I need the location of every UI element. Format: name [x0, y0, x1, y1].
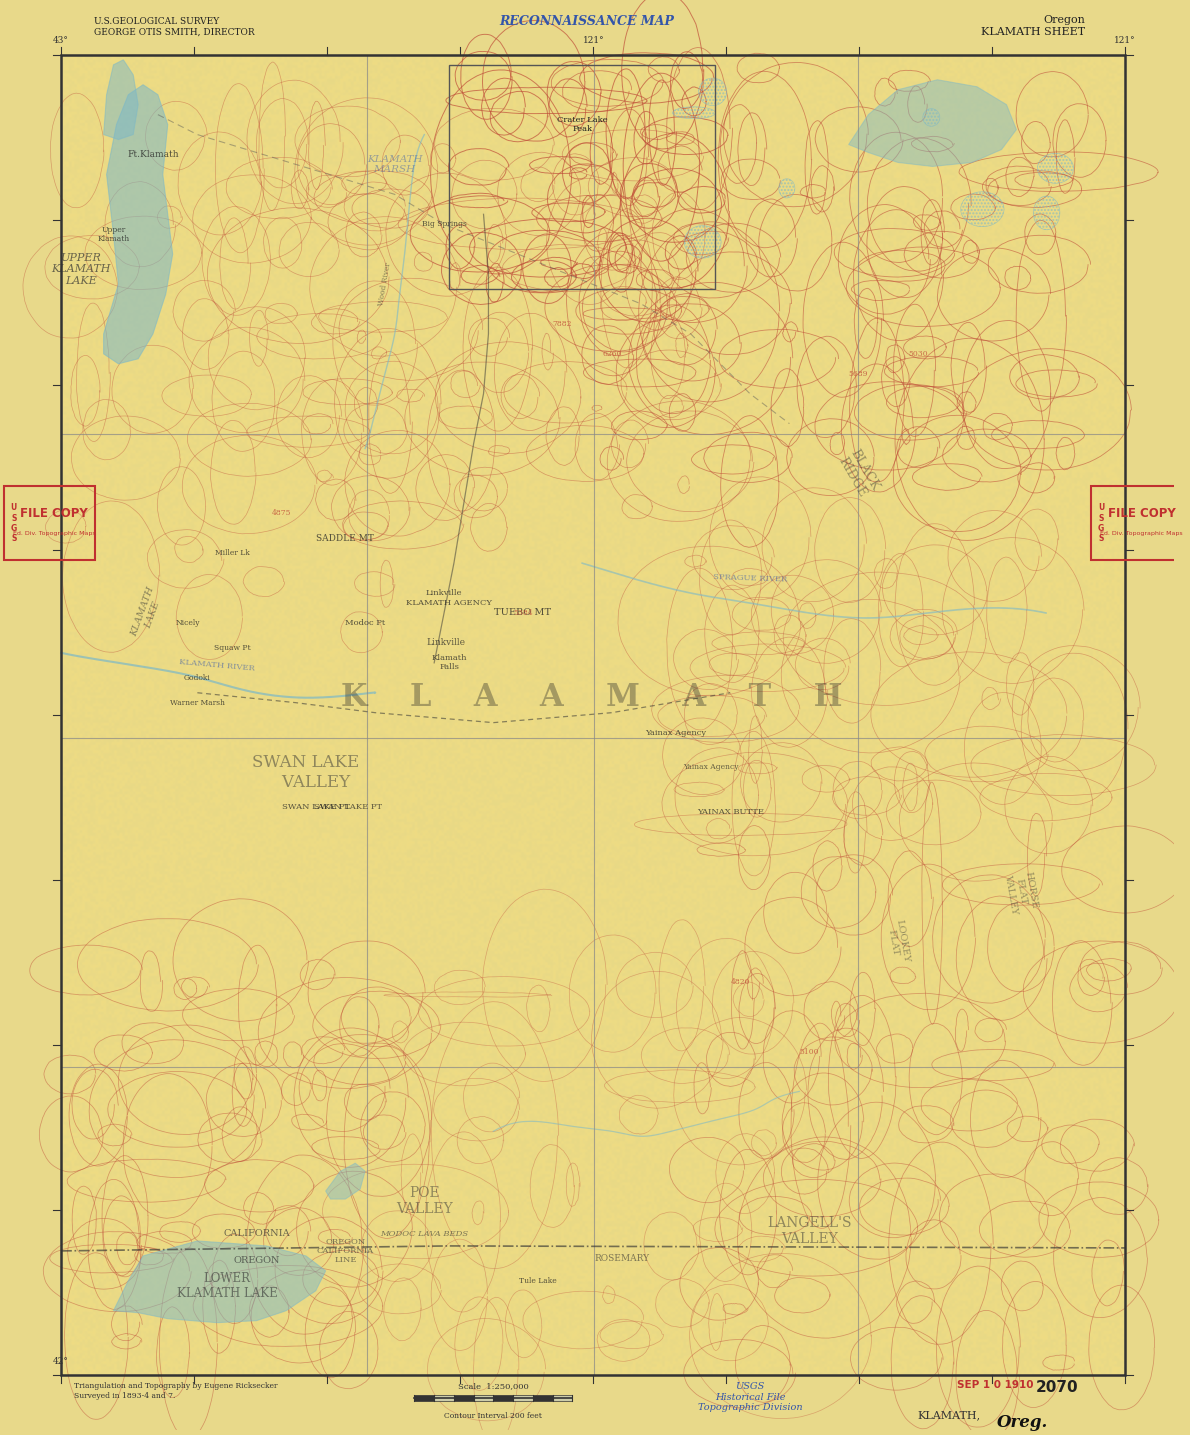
Text: K    L    A    A    M    A    T    H: K L A A M A T H — [342, 682, 843, 713]
Text: Crater Lake
Peak: Crater Lake Peak — [557, 116, 608, 133]
Bar — [474, 1395, 494, 1402]
Text: LOOKEY
FLAT: LOOKEY FLAT — [884, 918, 912, 964]
Text: KLAMATH RIVER: KLAMATH RIVER — [178, 657, 255, 672]
Bar — [513, 1395, 533, 1402]
Text: Upper
Klamath: Upper Klamath — [98, 225, 130, 243]
Text: Oregon
KLAMATH SHEET: Oregon KLAMATH SHEET — [982, 14, 1085, 36]
Bar — [494, 1395, 513, 1402]
Text: KLAMATH,: KLAMATH, — [917, 1411, 981, 1421]
Text: RECONNAISSANCE MAP: RECONNAISSANCE MAP — [500, 14, 675, 27]
Text: MODOC LAVA BEDS: MODOC LAVA BEDS — [381, 1230, 469, 1238]
Text: POE
VALLEY: POE VALLEY — [396, 1185, 452, 1217]
Text: SWAN LAKE
    VALLEY: SWAN LAKE VALLEY — [252, 755, 359, 791]
Text: 5689: 5689 — [848, 370, 869, 377]
Text: Godoki: Godoki — [184, 674, 211, 682]
Text: Squaw Pt: Squaw Pt — [213, 644, 250, 651]
Polygon shape — [104, 85, 173, 364]
Text: SWAN LAKE PT: SWAN LAKE PT — [282, 804, 350, 811]
Text: 5384: 5384 — [513, 608, 533, 617]
Text: 42°: 42° — [54, 1356, 69, 1366]
Polygon shape — [113, 1241, 326, 1323]
Text: ROSEMARY: ROSEMARY — [594, 1254, 650, 1263]
Text: KLAMATH
MARSH: KLAMATH MARSH — [367, 155, 422, 174]
Text: 4820: 4820 — [731, 977, 750, 986]
Text: Oreg.: Oreg. — [997, 1415, 1048, 1431]
Text: SWAN LAKE PT: SWAN LAKE PT — [314, 804, 382, 811]
Text: Yainax Agency: Yainax Agency — [645, 729, 707, 736]
Text: KLAMATH
LAKE: KLAMATH LAKE — [130, 585, 167, 641]
Text: 5100: 5100 — [800, 1048, 819, 1056]
Text: UPPER
KLAMATH
LAKE: UPPER KLAMATH LAKE — [51, 253, 111, 286]
Bar — [453, 1395, 474, 1402]
Text: Scale  1:250,000: Scale 1:250,000 — [458, 1382, 528, 1391]
Text: Linkville: Linkville — [426, 639, 465, 647]
Text: Warner Marsh: Warner Marsh — [170, 699, 225, 706]
Text: Klamath
Falls: Klamath Falls — [431, 654, 466, 672]
Text: Ft.Klamath: Ft.Klamath — [127, 151, 178, 159]
Text: Yainax Agency: Yainax Agency — [683, 763, 738, 772]
Text: TUEBO MT: TUEBO MT — [494, 608, 551, 617]
Bar — [552, 1395, 572, 1402]
Text: Ed. Div. Topographic Maps: Ed. Div. Topographic Maps — [13, 531, 95, 535]
Polygon shape — [848, 80, 1016, 166]
Text: Triangulation and Topography by Eugene Ricksecker
Surveyed in 1893-4 and 7.: Triangulation and Topography by Eugene R… — [74, 1382, 277, 1399]
Text: U
S
G
S: U S G S — [11, 504, 17, 544]
Text: Wood River: Wood River — [377, 261, 393, 307]
Text: KLAMATH AGENCY: KLAMATH AGENCY — [406, 598, 491, 607]
Text: Linkville: Linkville — [426, 588, 462, 597]
Text: U.S.GEOLOGICAL SURVEY
GEORGE OTIS SMITH, DIRECTOR: U.S.GEOLOGICAL SURVEY GEORGE OTIS SMITH,… — [94, 17, 255, 36]
Bar — [414, 1395, 434, 1402]
Text: SADDLE MT: SADDLE MT — [317, 534, 375, 542]
Text: 7882: 7882 — [552, 320, 572, 329]
Text: BLACK
RIDGE: BLACK RIDGE — [835, 446, 882, 501]
Text: SPRAGUE RIVER: SPRAGUE RIVER — [713, 573, 788, 584]
Polygon shape — [326, 1164, 365, 1200]
Text: 5030: 5030 — [908, 350, 927, 357]
Text: Ed. Div. Topographic Maps: Ed. Div. Topographic Maps — [1101, 531, 1183, 535]
Text: Modoc Pt: Modoc Pt — [345, 618, 386, 627]
Text: 43°: 43° — [54, 36, 69, 44]
Text: 6260: 6260 — [602, 350, 621, 357]
Bar — [449, 65, 715, 288]
Text: OREGON
CALIFORNIA
LINE: OREGON CALIFORNIA LINE — [317, 1238, 374, 1264]
Polygon shape — [104, 60, 138, 139]
Text: Nicely: Nicely — [175, 618, 200, 627]
Text: LOWER
KLAMATH LAKE: LOWER KLAMATH LAKE — [176, 1271, 277, 1300]
Text: FILE COPY: FILE COPY — [1108, 507, 1176, 519]
Bar — [434, 1395, 453, 1402]
Text: FILE COPY: FILE COPY — [20, 507, 88, 519]
Text: 121°: 121° — [583, 36, 605, 44]
Text: 4875: 4875 — [271, 509, 292, 518]
Text: OREGON: OREGON — [233, 1256, 280, 1264]
Text: 2070: 2070 — [1036, 1380, 1079, 1395]
Text: Contour Interval 200 feet: Contour Interval 200 feet — [444, 1412, 543, 1421]
Text: 121°: 121° — [1114, 36, 1135, 44]
Text: USGS
Historical File
Topographic Division: USGS Historical File Topographic Divisio… — [697, 1382, 802, 1412]
Text: Tule Lake: Tule Lake — [519, 1277, 557, 1284]
Text: HORSE
FLAT
VALLEY: HORSE FLAT VALLEY — [1003, 870, 1040, 914]
Text: Miller Lk: Miller Lk — [214, 550, 249, 557]
Text: Big Springs: Big Springs — [421, 220, 466, 228]
Text: CALIFORNIA: CALIFORNIA — [224, 1228, 290, 1238]
Text: LANGELL'S
VALLEY: LANGELL'S VALLEY — [766, 1215, 851, 1246]
Text: U
S
G
S: U S G S — [1098, 504, 1104, 544]
Text: YAINAX BUTTE: YAINAX BUTTE — [696, 808, 764, 817]
Text: SEP 1 0 1910: SEP 1 0 1910 — [957, 1380, 1041, 1391]
Bar — [533, 1395, 552, 1402]
